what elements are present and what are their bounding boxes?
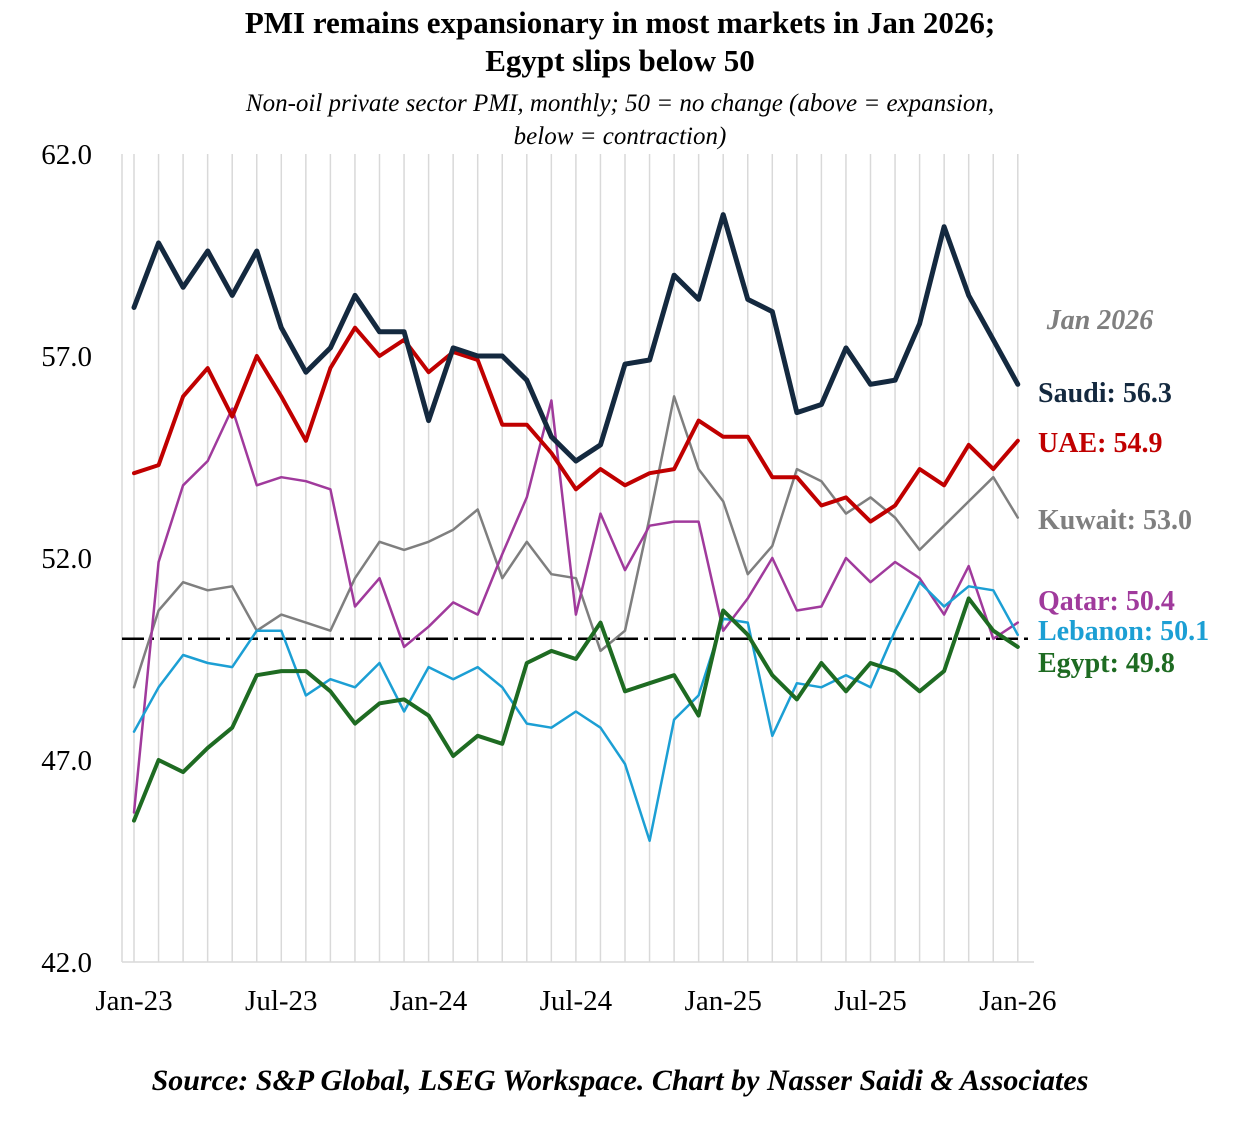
x-tick-label: Jan-24 <box>390 985 468 1017</box>
series-lines <box>131 212 1021 843</box>
y-tick-label: 62.0 <box>41 139 92 171</box>
series-end-labels: Saudi: 56.3 UAE: 54.9 Kuwait: 53.0 Qatar: 5… <box>1038 378 1209 679</box>
series-line-lebanon <box>132 580 1020 843</box>
y-axis-tick-labels: 42.0 47.0 52.0 57.0 62.0 <box>41 139 92 979</box>
x-tick-label: Jan-26 <box>979 985 1056 1017</box>
y-tick-label: 42.0 <box>41 947 92 979</box>
chart-subtitle-line-1: Non-oil private sector PMI, monthly; 50 … <box>245 90 995 117</box>
series-line-uae <box>132 325 1020 524</box>
annotation-jan-2026: Jan 2026 <box>1046 305 1154 336</box>
vertical-gridlines <box>133 154 1019 962</box>
y-tick-label: 57.0 <box>41 341 92 373</box>
series-line-qatar <box>132 399 1020 814</box>
end-label-uae: UAE: 54.9 <box>1038 428 1162 459</box>
y-tick-label: 47.0 <box>41 745 92 777</box>
x-axis-tick-labels: Jan-23 Jul-23 Jan-24 Jul-24 Jan-25 Jul-25 Jan-… <box>95 985 1056 1017</box>
x-tick-label: Jan-23 <box>95 985 172 1017</box>
source-note: Source: S&P Global, LSEG Workspace. Char… <box>151 1064 1089 1097</box>
axes <box>121 154 1034 963</box>
x-tick-label: Jan-25 <box>685 985 762 1017</box>
end-label-kuwait: Kuwait: 53.0 <box>1038 505 1192 536</box>
x-tick-label: Jul-25 <box>834 985 907 1017</box>
x-tick-label: Jul-24 <box>540 985 613 1017</box>
series-line-kuwait <box>132 395 1020 689</box>
x-tick-label: Jul-23 <box>245 985 318 1017</box>
end-label-lebanon: Lebanon: 50.1 <box>1038 616 1209 647</box>
y-tick-label: 52.0 <box>41 543 92 575</box>
end-label-saudi: Saudi: 56.3 <box>1038 378 1172 409</box>
series-line-saudi <box>131 212 1021 464</box>
chart-title-line-2: Egypt slips below 50 <box>485 43 755 78</box>
chart-title-line-1: PMI remains expansionary in most markets… <box>244 5 996 40</box>
end-label-egypt: Egypt: 49.8 <box>1038 648 1175 679</box>
end-label-qatar: Qatar: 50.4 <box>1038 586 1175 617</box>
chart-subtitle-line-2: below = contraction) <box>513 123 727 150</box>
series-line-egypt <box>132 596 1020 823</box>
